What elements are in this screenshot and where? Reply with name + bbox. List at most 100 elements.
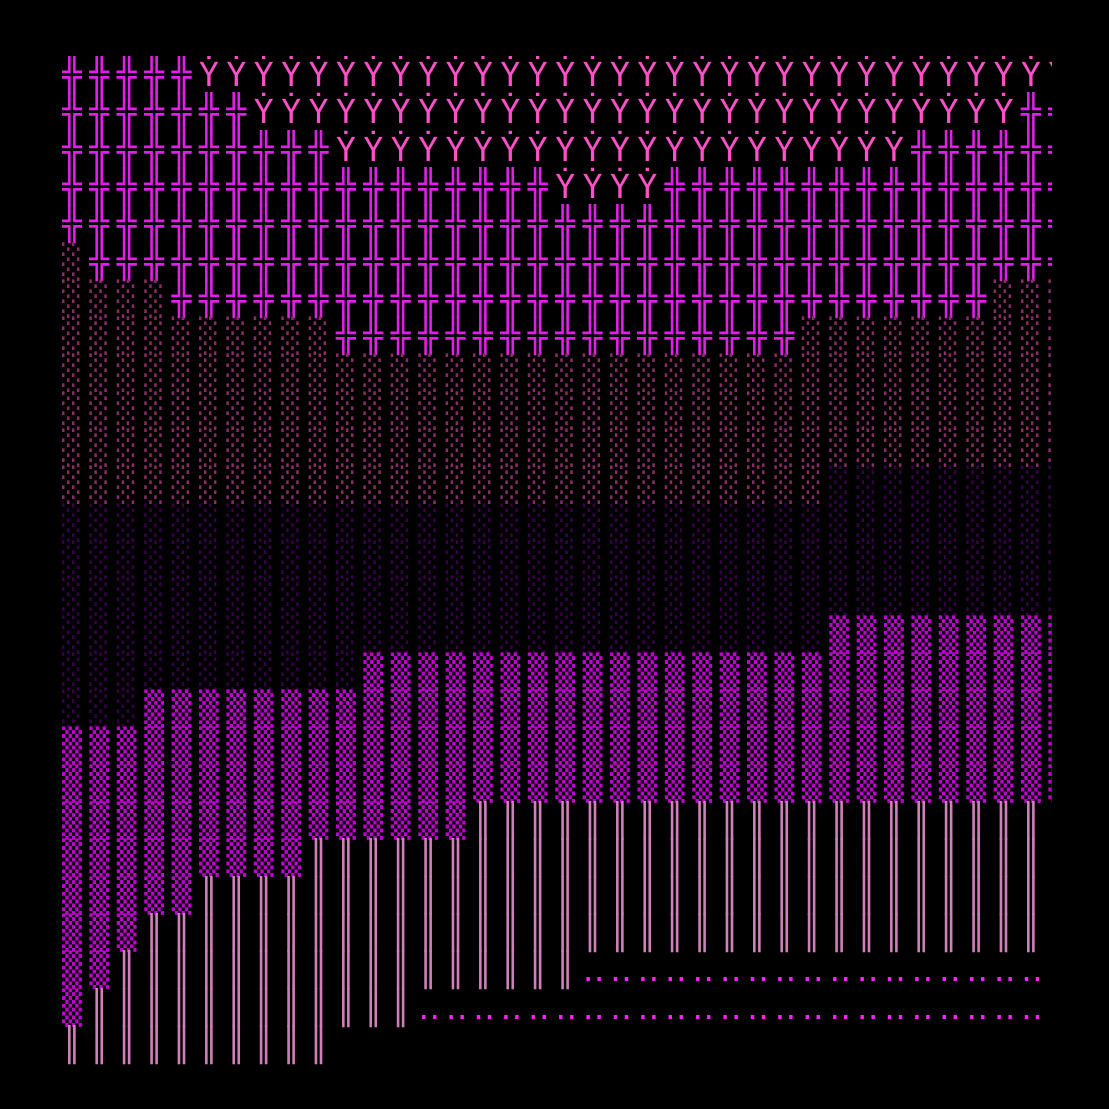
double-cross-glyph: ╬ (747, 204, 767, 244)
dim-pink-shade-glyph: ░ (226, 428, 247, 467)
dim-pink-shade-glyph: ░ (390, 428, 411, 467)
double-cross-glyph: ╬ (664, 278, 685, 318)
double-bar-glyph: ║ (473, 801, 493, 840)
magenta-block-glyph: ▒ (829, 651, 850, 691)
two-dot-glyph: ‥ (582, 950, 605, 990)
double-cross-glyph: ╬ (89, 241, 110, 281)
double-cross-glyph: ╬ (1021, 92, 1041, 132)
magenta-block-glyph: ▒ (62, 912, 82, 952)
dim-pink-shade-glyph: ░ (664, 428, 685, 467)
magenta-block-glyph: ▒ (774, 651, 795, 691)
dark-purple-shade-glyph: ░ (938, 502, 959, 542)
y-dot-glyph: Ẏ (473, 92, 493, 132)
double-cross-glyph: ╬ (418, 166, 439, 206)
double-bar-glyph: ║ (89, 987, 110, 1027)
double-bar-glyph: ║ (336, 912, 356, 952)
double-cross-glyph: ╬ (171, 278, 192, 318)
dim-pink-shade-glyph: ░ (664, 465, 685, 505)
double-bar-glyph: ║ (829, 801, 850, 840)
two-dot-glyph: ‥ (911, 950, 934, 990)
y-dot-glyph: Ẏ (610, 56, 630, 94)
dim-pink-shade-glyph: ░ (856, 390, 877, 430)
magenta-block-glyph: ▒ (473, 651, 493, 691)
double-bar-glyph: ║ (829, 875, 850, 915)
dim-pink-shade-glyph: ░ (856, 428, 877, 467)
dark-purple-shade-glyph: ░ (829, 577, 850, 617)
double-cross-glyph: ╬ (692, 166, 713, 206)
y-dot-glyph: Ẏ (966, 92, 987, 132)
dark-purple-shade-glyph: ░ (610, 614, 630, 654)
dim-pink-shade-glyph: ░ (62, 241, 82, 281)
double-cross-glyph: ╬ (363, 278, 384, 318)
dim-pink-shade-glyph: ░ (171, 465, 192, 505)
magenta-block-glyph: ▒ (253, 838, 274, 878)
y-dot-glyph: Ẏ (555, 129, 576, 169)
magenta-block-glyph: ▒ (801, 763, 822, 803)
double-cross-glyph: ╬ (884, 278, 904, 318)
magenta-block-glyph: ▒ (500, 651, 521, 691)
dark-purple-shade-glyph: ░ (116, 577, 137, 617)
dim-pink-shade-glyph: ░ (89, 390, 110, 430)
double-bar-glyph: ║ (500, 875, 521, 915)
double-cross-glyph: ╬ (226, 278, 247, 318)
two-dot-glyph: ‥ (692, 987, 715, 1027)
dim-pink-shade-glyph: ░ (582, 390, 603, 430)
two-dot-glyph: ‥ (747, 950, 770, 990)
double-cross-glyph: ╬ (856, 241, 877, 281)
magenta-block-glyph: ▒ (664, 651, 685, 691)
dim-pink-shade-glyph: ░ (473, 390, 493, 430)
dark-purple-shade-glyph: ░ (336, 577, 356, 617)
magenta-block-glyph: ▒ (966, 726, 987, 766)
double-cross-glyph: ╬ (829, 166, 850, 206)
double-cross-glyph: ╬ (719, 316, 740, 356)
double-cross-glyph: ╬ (747, 241, 767, 281)
magenta-block-glyph: ▒ (884, 763, 904, 803)
double-cross-glyph: ╬ (527, 204, 548, 244)
dark-purple-shade-glyph: ░ (527, 577, 548, 617)
two-dot-glyph: ‥ (555, 987, 578, 1027)
y-dot-glyph: Ẏ (199, 56, 219, 94)
double-cross-glyph: ╬ (62, 129, 82, 169)
double-bar-glyph: ║ (418, 875, 439, 915)
double-cross-glyph: ╬ (1048, 93, 1052, 131)
double-bar-glyph: ║ (938, 801, 959, 840)
y-dot-glyph: Ẏ (445, 129, 466, 169)
glyph-grid: ╬╬╬╬╬ẎẎẎẎẎẎẎẎẎẎẎẎẎẎẎẎẎẎẎẎẎẎẎẎẎẎẎẎẎẎẎẎ╬╬╬… (62, 56, 1052, 1066)
magenta-block-glyph: ▒ (171, 763, 192, 803)
double-cross-glyph: ╬ (719, 278, 740, 318)
magenta-block-glyph: ▒ (938, 763, 959, 803)
dim-pink-shade-glyph: ░ (308, 428, 329, 467)
double-bar-glyph: ║ (719, 838, 740, 878)
dark-purple-shade-glyph: ░ (610, 502, 630, 542)
magenta-block-glyph: ▒ (171, 838, 192, 878)
double-cross-glyph: ╬ (336, 316, 356, 356)
magenta-block-glyph: ▒ (62, 950, 82, 990)
double-cross-glyph: ╬ (473, 241, 493, 281)
double-bar-glyph: ║ (856, 838, 877, 878)
double-cross-glyph: ╬ (171, 56, 192, 94)
double-cross-glyph: ╬ (938, 129, 959, 169)
dim-pink-shade-glyph: ░ (363, 465, 384, 505)
two-dot-glyph: ‥ (500, 987, 523, 1027)
double-cross-glyph: ╬ (747, 166, 767, 206)
magenta-block-glyph: ▒ (171, 726, 192, 766)
magenta-block-glyph: ▒ (966, 614, 987, 654)
double-bar-glyph: ║ (226, 950, 247, 990)
double-bar-glyph: ║ (500, 950, 521, 990)
dark-purple-shade-glyph: ░ (308, 651, 329, 691)
dark-purple-shade-glyph: ░ (1048, 466, 1052, 504)
dark-purple-shade-glyph: ░ (226, 539, 247, 579)
magenta-block-glyph: ▒ (199, 801, 219, 840)
y-dot-glyph: Ẏ (719, 92, 740, 132)
double-cross-glyph: ╬ (884, 241, 904, 281)
double-bar-glyph: ║ (555, 912, 576, 952)
magenta-block-glyph: ▒ (582, 726, 603, 766)
dark-purple-shade-glyph: ░ (1021, 502, 1041, 542)
dim-pink-shade-glyph: ░ (363, 390, 384, 430)
double-bar-glyph: ║ (747, 801, 767, 840)
double-bar-glyph: ║ (363, 875, 384, 915)
dim-pink-shade-glyph: ░ (747, 465, 767, 505)
dim-pink-shade-glyph: ░ (637, 390, 658, 430)
y-dot-glyph: Ẏ (281, 92, 302, 132)
double-cross-glyph: ╬ (719, 204, 740, 244)
